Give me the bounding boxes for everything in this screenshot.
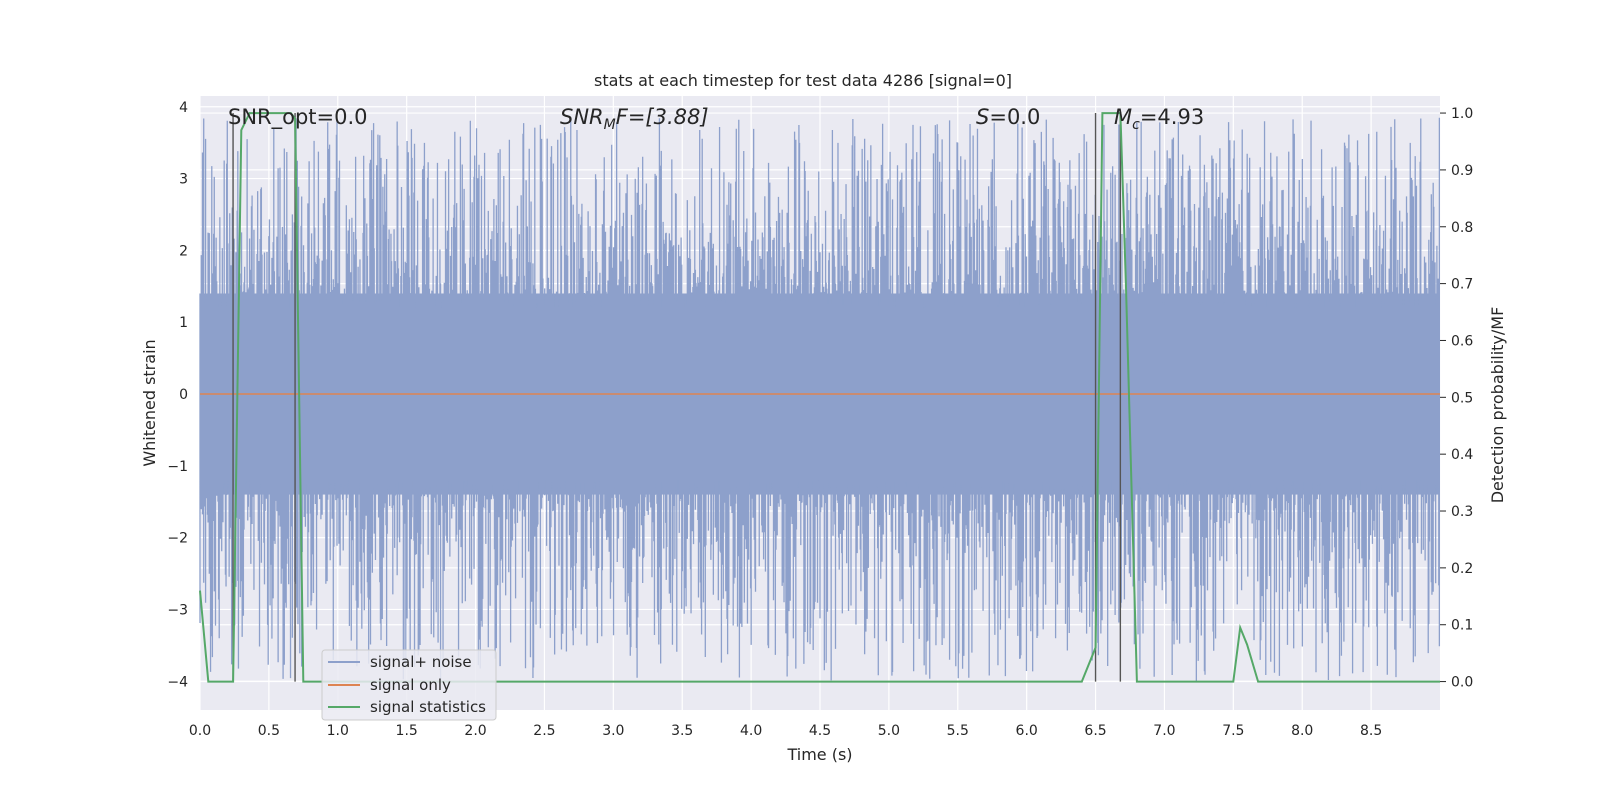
- x-tick-label: 8.0: [1291, 723, 1313, 739]
- y2-tick-label: 0.1: [1451, 618, 1473, 634]
- y2-tick-label: 0.2: [1451, 561, 1473, 577]
- legend: signal+ noise signal only signal statist…: [321, 649, 497, 721]
- y-tick-label: 1: [179, 315, 188, 331]
- y2-axis-ticks: 1.0 0.9 0.8 0.7 0.6 0.5 0.4 0.3 0.2 0.1 0.0: [1440, 106, 1473, 691]
- legend-label-signal: signal only: [370, 676, 451, 694]
- y-axis-label: Whitened strain: [140, 339, 159, 466]
- y2-tick-label: 0.0: [1451, 675, 1473, 691]
- stats-line: [199, 112, 1440, 683]
- y2-tick-label: 0.8: [1451, 220, 1473, 236]
- y2-tick-label: 0.4: [1451, 447, 1473, 463]
- x-tick-label: 2.0: [464, 723, 486, 739]
- x-tick-label: 3.0: [602, 723, 624, 739]
- x-tick-label: 0.0: [189, 723, 211, 739]
- y-tick-label: −3: [167, 602, 188, 618]
- x-tick-label: 2.5: [533, 723, 555, 739]
- x-tick-label: 6.0: [1016, 723, 1038, 739]
- x-tick-label: 5.0: [878, 723, 900, 739]
- annotation-snr-opt: SNR_opt=0.0: [228, 105, 368, 130]
- x-tick-label: 3.5: [671, 723, 693, 739]
- y-tick-label: −2: [167, 531, 188, 547]
- annotation-s: S=0.0: [976, 105, 1040, 129]
- y2-axis-label: Detection probability/MF: [1488, 307, 1507, 504]
- y-tick-label: 4: [179, 100, 188, 116]
- y-tick-label: 2: [179, 243, 188, 259]
- annotation-mc: Mc=4.93: [1114, 105, 1204, 133]
- legend-label-noise: signal+ noise: [370, 653, 472, 671]
- y-axis-ticks: 4 3 2 1 0 −1 −2 −3 −4: [167, 100, 188, 691]
- y2-tick-label: 0.7: [1451, 277, 1473, 293]
- x-tick-label: 4.5: [809, 723, 831, 739]
- x-tick-label: 4.0: [740, 723, 762, 739]
- noise-trace: [199, 117, 1441, 682]
- y-tick-label: −4: [167, 674, 188, 690]
- y2-tick-label: 0.5: [1451, 390, 1473, 406]
- x-tick-label: 8.5: [1360, 723, 1382, 739]
- y-tick-label: 0: [179, 387, 188, 403]
- y2-tick-label: 0.6: [1451, 333, 1473, 349]
- x-axis-label: Time (s): [786, 745, 852, 764]
- x-tick-label: 7.5: [1222, 723, 1244, 739]
- annotation-snr-mf: SNRMF=[3.88]: [560, 105, 709, 133]
- legend-label-stats: signal statistics: [370, 698, 486, 716]
- y2-tick-label: 1.0: [1451, 106, 1473, 122]
- legend-box: [321, 649, 497, 721]
- x-tick-label: 7.0: [1153, 723, 1175, 739]
- chart-title: stats at each timestep for test data 428…: [594, 71, 1012, 90]
- x-tick-label: 5.5: [947, 723, 969, 739]
- y-tick-label: −1: [167, 459, 188, 475]
- y2-tick-label: 0.9: [1451, 163, 1473, 179]
- signal-statistics-series: [199, 112, 1440, 683]
- x-tick-label: 0.5: [258, 723, 280, 739]
- x-axis-ticks: 0.0 0.5 1.0 1.5 2.0 2.5 3.0 3.5 4.0 4.5 5.0 5.5 6.0 6…: [189, 723, 1382, 739]
- x-tick-label: 1.0: [327, 723, 349, 739]
- x-tick-label: 6.5: [1084, 723, 1106, 739]
- y2-tick-label: 0.3: [1451, 504, 1473, 520]
- x-tick-label: 1.5: [396, 723, 418, 739]
- y-tick-label: 3: [179, 172, 188, 188]
